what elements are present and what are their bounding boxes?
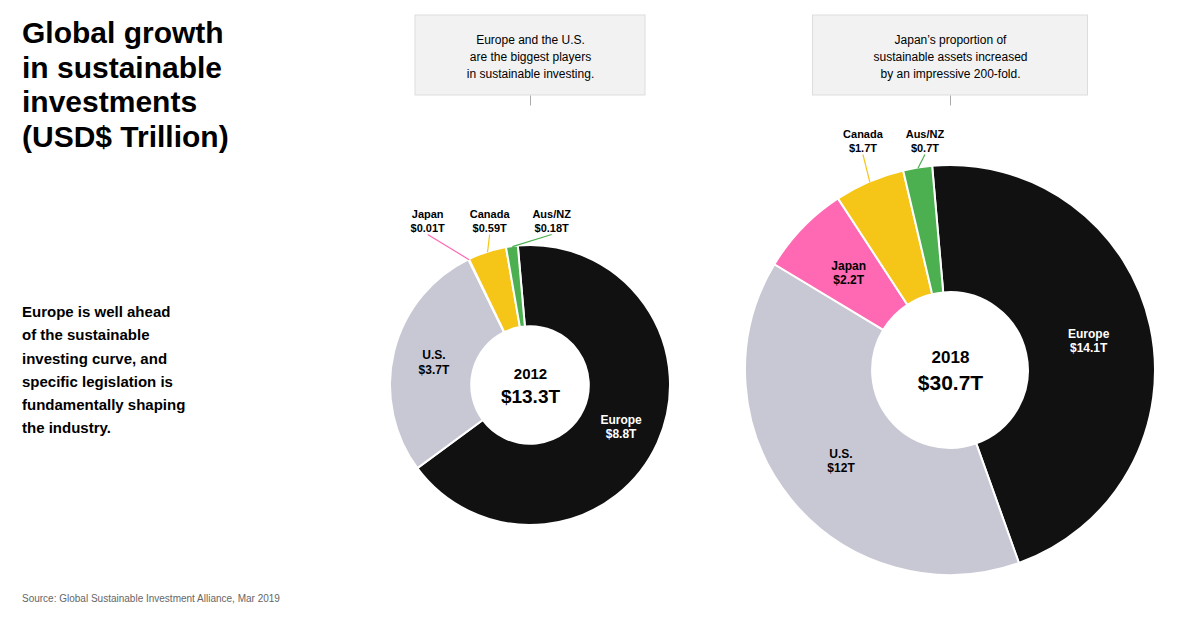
svg-text:Aus/NZ$0.7T: Aus/NZ$0.7T bbox=[906, 128, 945, 153]
svg-text:U.S.$3.7T: U.S.$3.7T bbox=[419, 348, 450, 376]
svg-text:2018: 2018 bbox=[932, 348, 970, 367]
html-text:Global growth in sustainable i: Global growth in sustainable investments… bbox=[22, 16, 229, 153]
svg-text:Europe$8.8T: Europe$8.8T bbox=[600, 413, 642, 441]
svg-text:Canada$1.7T: Canada$1.7T bbox=[843, 128, 884, 153]
svg-text:$13.3T: $13.3T bbox=[501, 386, 561, 407]
svg-text:Europe and the U.S.are the big: Europe and the U.S.are the biggest playe… bbox=[467, 33, 594, 81]
svg-text:Japan$0.01T: Japan$0.01T bbox=[411, 208, 446, 233]
svg-text:$30.7T: $30.7T bbox=[918, 371, 984, 394]
html-text:Europe is well ahead of the su: Europe is well ahead of the sustainable … bbox=[22, 303, 186, 437]
svg-text:Japan’s proportion ofsustainab: Japan’s proportion ofsustainable assets … bbox=[873, 33, 1027, 81]
svg-text:Europe$14.1T: Europe$14.1T bbox=[1068, 327, 1110, 355]
html-text:Source: Global Sustainable Inv: Source: Global Sustainable Investment Al… bbox=[22, 593, 280, 604]
svg-text:Japan$2.2T: Japan$2.2T bbox=[831, 259, 866, 287]
svg-text:Canada$0.59T: Canada$0.59T bbox=[470, 208, 511, 233]
svg-text:2012: 2012 bbox=[514, 365, 547, 382]
svg-text:Aus/NZ$0.18T: Aus/NZ$0.18T bbox=[532, 208, 571, 233]
svg-text:U.S.$12T: U.S.$12T bbox=[827, 446, 855, 474]
